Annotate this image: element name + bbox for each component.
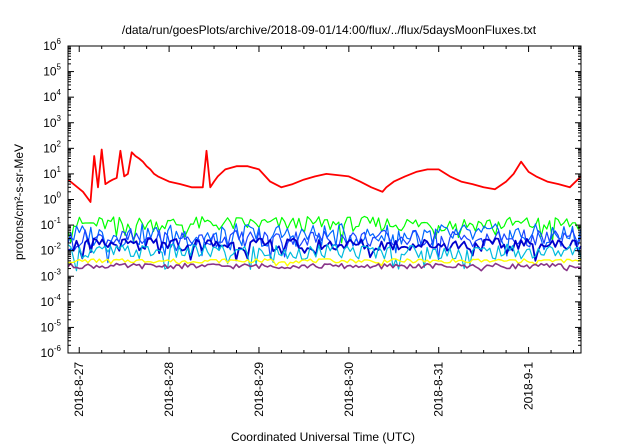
y-tick-base: 10 bbox=[41, 295, 55, 309]
y-tick-exponent: 4 bbox=[57, 88, 62, 97]
y-tick-base: 10 bbox=[41, 244, 55, 258]
y-tick-label: 103 bbox=[43, 114, 61, 130]
y-tick-exponent: -1 bbox=[54, 216, 62, 225]
y-tick-label: 10-5 bbox=[41, 318, 62, 334]
y-tick-exponent: -2 bbox=[54, 242, 62, 251]
series-group bbox=[67, 148, 582, 272]
y-tick-label: 102 bbox=[43, 139, 61, 155]
y-tick-exponent: 5 bbox=[57, 63, 62, 72]
y-tick-label: 10-2 bbox=[41, 242, 62, 258]
y-tick-exponent: 0 bbox=[57, 191, 62, 200]
y-tick-base: 10 bbox=[41, 346, 55, 360]
y-tick-exponent: -4 bbox=[54, 293, 62, 302]
y-tick-exponent: -3 bbox=[54, 267, 62, 276]
series-line bbox=[67, 237, 582, 262]
y-tick-exponent: -5 bbox=[54, 318, 62, 327]
y-tick-exponent: 1 bbox=[57, 165, 62, 174]
y-tick-base: 10 bbox=[43, 141, 57, 155]
x-axis-label: Coordinated Universal Time (UTC) bbox=[231, 430, 415, 444]
y-tick-label: 10-6 bbox=[41, 344, 62, 360]
series-line bbox=[67, 243, 582, 272]
y-axis-label: protons/cm²-s-sr-MeV bbox=[12, 144, 26, 260]
y-tick-exponent: 3 bbox=[57, 114, 62, 123]
series-line bbox=[67, 148, 582, 203]
x-tick-label: 2018-8-28 bbox=[162, 362, 176, 417]
y-tick-base: 10 bbox=[43, 65, 57, 79]
series-line bbox=[67, 262, 582, 272]
y-tick-label: 10-4 bbox=[41, 293, 62, 309]
y-tick-base: 10 bbox=[41, 269, 55, 283]
y-tick-label: 100 bbox=[43, 191, 61, 207]
y-tick-label: 10-3 bbox=[41, 267, 62, 283]
y-tick-exponent: 2 bbox=[57, 139, 62, 148]
series-line bbox=[67, 258, 582, 267]
x-tick-label: 2018-8-31 bbox=[432, 362, 446, 417]
x-tick-label: 2018-8-29 bbox=[252, 362, 266, 417]
series-line bbox=[67, 215, 582, 244]
x-tick-label: 2018-9-1 bbox=[522, 362, 536, 410]
x-tick-label: 2018-8-27 bbox=[72, 362, 86, 417]
y-tick-label: 105 bbox=[43, 63, 61, 79]
x-tick-label: 2018-8-30 bbox=[342, 362, 356, 417]
y-tick-base: 10 bbox=[41, 320, 55, 334]
y-tick-base: 10 bbox=[43, 90, 57, 104]
chart-title: /data/run/goesPlots/archive/2018-09-01/1… bbox=[122, 23, 537, 37]
y-tick-base: 10 bbox=[43, 167, 57, 181]
y-tick-base: 10 bbox=[43, 193, 57, 207]
series-line bbox=[67, 223, 582, 264]
y-tick-label: 104 bbox=[43, 88, 61, 104]
plot-frame bbox=[67, 45, 582, 354]
y-tick-base: 10 bbox=[41, 218, 55, 232]
y-tick-base: 10 bbox=[43, 116, 57, 130]
y-tick-exponent: -6 bbox=[54, 344, 62, 353]
y-tick-label: 101 bbox=[43, 165, 61, 181]
y-tick-label: 10-1 bbox=[41, 216, 62, 232]
y-tick-base: 10 bbox=[43, 39, 57, 53]
y-tick-exponent: 6 bbox=[57, 37, 62, 46]
y-tick-label: 106 bbox=[43, 37, 61, 53]
